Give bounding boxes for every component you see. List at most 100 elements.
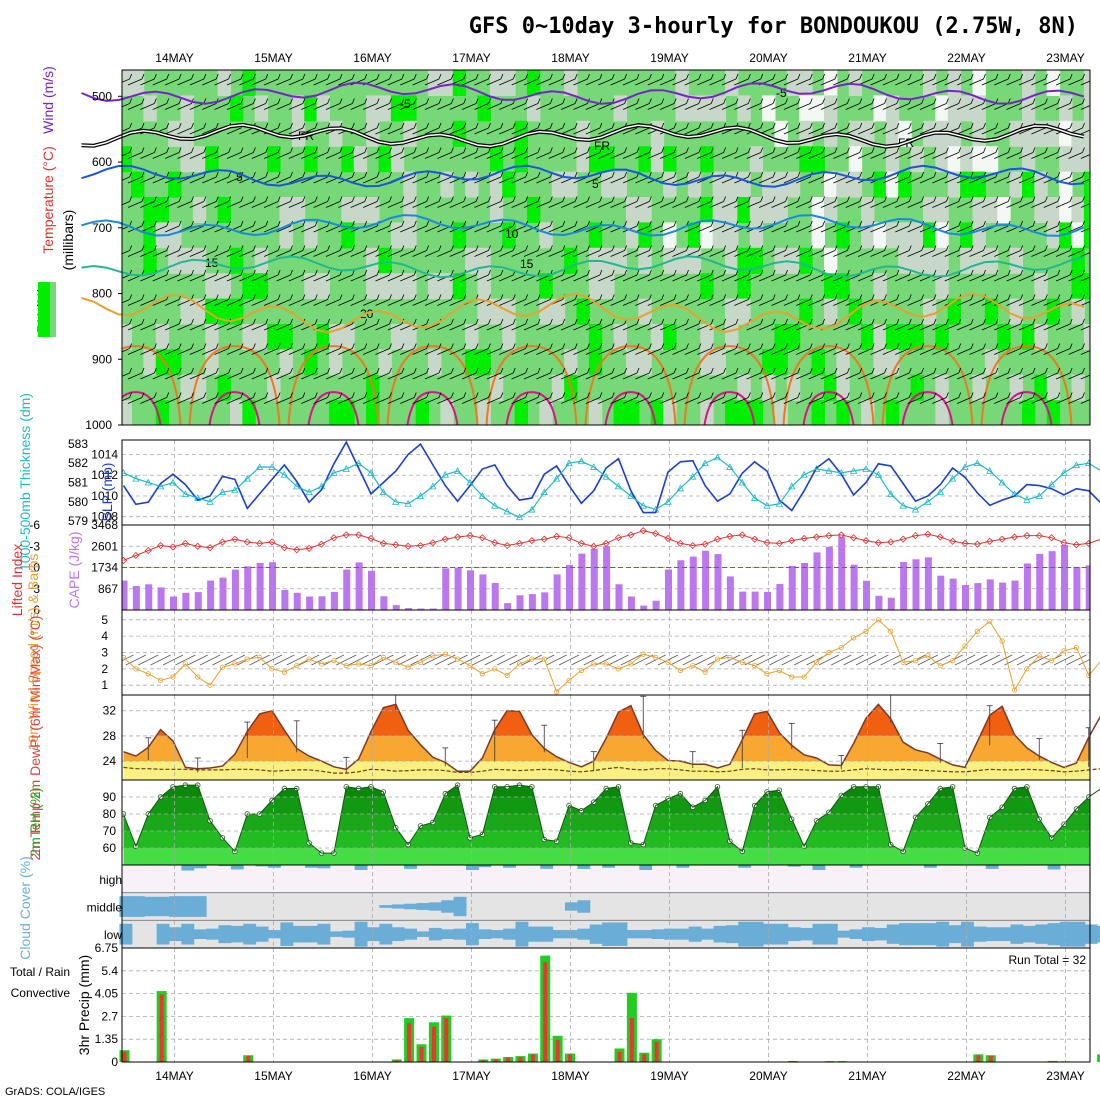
cape-bar <box>1011 580 1019 610</box>
wind-barb <box>91 177 105 183</box>
wind-barb-flag <box>797 367 801 374</box>
wind-barb-flag <box>93 74 95 79</box>
wind-barb-flag <box>970 245 974 251</box>
wind-barb <box>758 250 774 257</box>
wind-barb <box>907 152 922 159</box>
wind-barb-flag <box>760 367 764 374</box>
middle-cloud-cell <box>181 896 195 917</box>
wind-barb-flag <box>512 196 516 202</box>
wind-barb <box>1080 129 1090 135</box>
wind-barb <box>474 397 489 404</box>
wind-barb <box>709 397 724 404</box>
wind-barb <box>808 127 823 135</box>
wind-barb-flag <box>178 343 182 349</box>
wind-barb-flag <box>426 98 429 104</box>
wind-barb-flag <box>636 98 640 104</box>
wind-barb <box>796 250 811 257</box>
wind-barb-flag <box>525 98 528 104</box>
wind-barb <box>338 372 353 380</box>
low-cloud-cell <box>701 928 714 940</box>
wind-barb-flag <box>896 73 900 80</box>
wind-barb-flag <box>995 122 999 129</box>
wind-barb-flag <box>352 73 355 80</box>
wind-barb <box>635 323 650 331</box>
wind-barb <box>808 225 823 233</box>
wind-barb-flag <box>624 171 627 178</box>
date-tick-label-bottom: 20MAY <box>749 1069 787 1083</box>
wind-barb <box>635 127 650 135</box>
wind-barb-flag <box>970 343 974 349</box>
wind-barb-flag <box>129 343 132 349</box>
wind-barb-flag <box>488 122 491 129</box>
low-cloud-cell <box>911 923 925 946</box>
wind-barb-flag <box>1082 269 1085 276</box>
wind-barb-flag <box>277 73 281 80</box>
wind-barb <box>573 323 588 331</box>
wind-barb-flag <box>1020 318 1023 325</box>
wind-barb-flag <box>760 220 764 227</box>
rh-cell <box>972 70 986 96</box>
wind-barb-flag <box>1007 269 1011 276</box>
rh-cell <box>390 324 405 350</box>
wind-barb-flag <box>1069 367 1073 374</box>
rh-cell <box>452 222 467 249</box>
wind-barb <box>857 323 873 331</box>
surface-wind-barb <box>212 654 233 666</box>
wind-barb <box>288 201 304 208</box>
wind-barb-flag <box>215 367 219 374</box>
wind-barb <box>845 323 860 331</box>
wind-barb-flag <box>302 367 306 374</box>
rh-cell <box>947 146 962 173</box>
wind-barb <box>177 152 192 159</box>
rh-cell <box>700 324 714 350</box>
rh-cell <box>799 247 813 274</box>
wind-barb <box>412 152 427 159</box>
wind-barb <box>956 78 972 86</box>
wind-barb-flag <box>154 196 157 202</box>
low-cloud-cell <box>1060 921 1073 947</box>
rh-cell <box>650 324 665 350</box>
wind-barb <box>424 127 440 135</box>
wind-barb-flag <box>574 367 578 374</box>
wind-barb <box>771 176 786 184</box>
wind-barb-flag <box>599 73 603 80</box>
high-cloud-cell <box>305 865 318 868</box>
wind-barb <box>994 274 1009 282</box>
wind-barb-flag <box>215 269 219 276</box>
rh-cell <box>923 197 937 223</box>
wind-barb <box>461 397 477 404</box>
cape-axis-label: CAPE (J/kg) <box>66 531 82 608</box>
wind-barb-flag <box>636 220 640 227</box>
wind-barb-flag <box>772 343 776 349</box>
wind-barb-flag <box>314 343 318 349</box>
rh-cell <box>316 273 330 300</box>
wind-barb-flag <box>748 220 751 227</box>
wind-barb <box>1031 152 1046 159</box>
wind-barb-flag <box>908 343 912 349</box>
wind-barb <box>251 299 266 306</box>
rh-cell <box>1034 171 1048 198</box>
wind-barb-flag <box>265 171 269 178</box>
wind-barb <box>870 250 885 257</box>
rh-cell <box>675 70 689 96</box>
wind-barb <box>659 103 675 110</box>
wind-barb-flag <box>1082 367 1085 374</box>
wind-barb <box>449 103 464 110</box>
wind-barb-flag <box>958 98 962 104</box>
wind-barb-flag <box>871 392 875 398</box>
wind-barb-flag <box>451 318 454 325</box>
wind-barb-flag <box>710 196 714 202</box>
wind-barb-flag <box>228 245 231 251</box>
wind-barb <box>635 201 650 208</box>
surface-wind-barb <box>670 654 691 666</box>
wind-barb <box>449 250 464 257</box>
wind-barb-flag <box>178 98 182 104</box>
surface-wind-barb <box>162 654 184 666</box>
wind-barb <box>152 201 167 208</box>
wind-barb-flag <box>463 245 467 251</box>
wind-barb <box>981 127 997 135</box>
wind-barb-flag <box>1007 318 1011 325</box>
legend-convective: Convective <box>11 986 71 1000</box>
wind-barb <box>771 250 786 257</box>
